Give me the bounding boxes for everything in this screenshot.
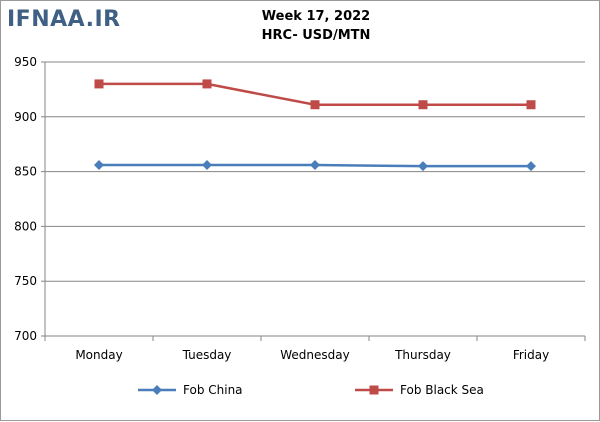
data-point	[94, 79, 104, 89]
data-point	[310, 160, 320, 171]
chart-title-block: Week 17, 2022 HRC- USD/MTN	[1, 7, 600, 45]
legend-label: Fob China	[183, 383, 243, 397]
watermark-logo: IFNAA.IR	[7, 7, 121, 32]
data-point	[526, 161, 536, 172]
data-point	[418, 100, 428, 110]
x-tick-label: Tuesday	[182, 348, 232, 362]
data-point	[202, 160, 212, 171]
y-tick-label: 900	[14, 110, 37, 124]
y-tick-label: 850	[14, 165, 37, 179]
x-tick-label: Wednesday	[280, 348, 349, 362]
y-tick-label: 950	[14, 55, 37, 69]
y-tick-label: 750	[14, 274, 37, 288]
y-tick-label: 800	[14, 219, 37, 233]
y-tick-label: 700	[14, 329, 37, 343]
chart-subtitle: HRC- USD/MTN	[261, 28, 371, 43]
legend-label: Fob Black Sea	[400, 383, 484, 397]
chart-title: Week 17, 2022	[261, 9, 371, 24]
data-point	[418, 161, 428, 172]
x-tick-label: Friday	[513, 348, 549, 362]
data-point	[202, 79, 212, 89]
data-point	[310, 100, 320, 110]
x-tick-label: Thursday	[394, 348, 451, 362]
x-tick-label: Monday	[75, 348, 122, 362]
legend-marker	[152, 385, 162, 395]
data-point	[526, 100, 536, 110]
data-point	[94, 160, 104, 171]
legend-marker	[369, 385, 379, 395]
